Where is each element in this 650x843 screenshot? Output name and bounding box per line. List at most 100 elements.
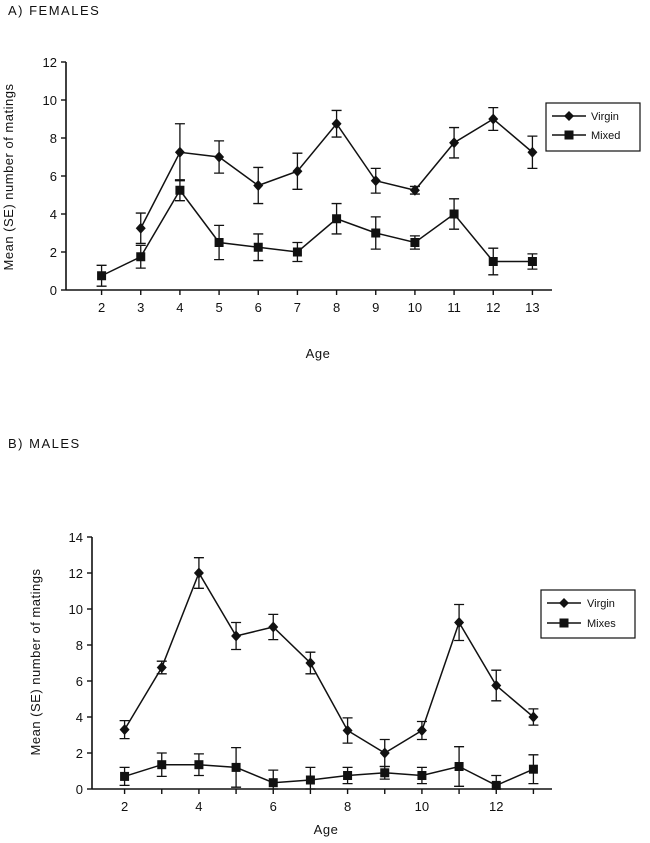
x-tick-label: 4	[195, 799, 202, 814]
x-tick-label: 8	[344, 799, 351, 814]
x-tick-label: 4	[176, 300, 183, 315]
data-point-virgin-females	[488, 113, 499, 125]
x-tick-label: 12	[489, 799, 503, 814]
legend-males: Virgin Mixes	[540, 589, 636, 639]
data-point-mixes-males	[305, 775, 315, 785]
data-point-mixes-males	[231, 762, 241, 772]
y-tick-label: 2	[76, 746, 83, 761]
y-tick-label: 8	[50, 131, 57, 146]
x-tick-label: 12	[486, 300, 500, 315]
y-tick-label: 14	[69, 530, 83, 545]
panel-males: B) MALES Mean (SE) number of matings Age…	[8, 436, 636, 837]
x-axis-title-males: Age	[314, 822, 339, 837]
data-point-virgin-females	[370, 175, 381, 187]
data-point-virgin-males	[454, 617, 465, 628]
data-point-mixed-females	[214, 238, 224, 247]
y-axis-title-females: Mean (SE) number of matings	[1, 84, 16, 271]
data-point-virgin-females	[135, 222, 146, 234]
data-point-mixes-males	[268, 778, 278, 788]
legend-females: Virgin Mixed	[545, 102, 641, 152]
data-point-mixed-females	[253, 242, 263, 252]
data-point-virgin-females	[527, 146, 538, 158]
data-point-mixed-females	[488, 257, 498, 266]
y-tick-label: 4	[50, 207, 57, 222]
y-tick-label: 6	[76, 674, 83, 689]
plot-area-females: 0 2 4 6 8 10 12 2 3 4 5 6 7 8 9 10 11 12 13	[43, 55, 552, 315]
y-tick-label: 10	[43, 93, 57, 108]
data-point-mixed-females	[292, 247, 302, 257]
data-point-virgin-males	[305, 657, 316, 669]
x-tick-label: 13	[525, 300, 539, 315]
x-tick-label: 10	[415, 799, 429, 814]
x-tick-label: 6	[255, 300, 262, 315]
y-tick-label: 12	[43, 55, 57, 70]
data-point-mixes-males	[417, 771, 427, 780]
data-point-virgin-females	[214, 151, 225, 163]
data-point-virgin-males	[416, 725, 427, 736]
data-point-virgin-males	[231, 630, 242, 642]
legend-box-males	[540, 589, 636, 639]
data-point-virgin-females	[449, 137, 460, 149]
y-tick-label: 0	[76, 782, 83, 797]
y-tick-label: 2	[50, 245, 57, 260]
data-point-virgin-females	[253, 180, 264, 191]
x-tick-label: 11	[447, 300, 461, 315]
x-tick-label: 6	[270, 799, 277, 814]
panel-females: A) FEMALES Mean (SE) number of matings A…	[1, 3, 641, 361]
legend-marker-mixes	[559, 618, 569, 628]
data-point-mixed-females	[332, 214, 342, 224]
series-line-mixes-males	[124, 763, 534, 787]
data-point-virgin-males	[156, 662, 167, 673]
y-axis-title-males: Mean (SE) number of matings	[28, 569, 43, 756]
y-tick-label: 6	[50, 169, 57, 184]
panel-title-males: B) MALES	[8, 436, 81, 451]
x-tick-label: 10	[408, 300, 422, 315]
data-point-mixes-males	[343, 771, 353, 780]
x-axis-title-females: Age	[306, 346, 331, 361]
data-point-mixed-females	[136, 252, 146, 262]
data-point-virgin-males	[119, 724, 130, 736]
data-point-mixes-males	[528, 764, 538, 774]
data-point-mixes-males	[194, 760, 204, 770]
data-point-mixes-males	[454, 762, 464, 771]
legend-label-mixes: Mixes	[587, 618, 616, 630]
x-tick-label: 2	[98, 300, 105, 315]
x-tick-label: 7	[294, 300, 301, 315]
legend-box-females	[545, 102, 641, 152]
legend-label-virgin: Virgin	[591, 111, 619, 123]
data-point-virgin-females	[292, 165, 303, 177]
data-point-mixed-females	[97, 271, 107, 281]
y-tick-label: 0	[50, 283, 57, 298]
series-line-mixed-females	[101, 188, 533, 277]
data-point-virgin-females	[331, 118, 342, 130]
data-point-virgin-males	[379, 747, 390, 759]
panel-title-females: A) FEMALES	[8, 3, 100, 18]
data-point-mixed-females	[175, 185, 185, 195]
data-point-virgin-males	[193, 567, 204, 579]
x-tick-label: 5	[215, 300, 222, 315]
y-tick-label: 4	[76, 710, 83, 725]
data-point-virgin-males	[491, 680, 502, 691]
data-point-mixed-females	[449, 209, 459, 219]
x-tick-label: 8	[333, 300, 340, 315]
data-point-mixes-males	[120, 771, 130, 781]
plot-area-males: 0 2 4 6 8 10 12 14 2 4 6 8 10 12	[69, 530, 552, 814]
data-point-virgin-males	[342, 725, 353, 736]
x-tick-label: 3	[137, 300, 144, 315]
x-tick-label: 2	[121, 799, 128, 814]
legend-marker-mixed	[564, 130, 574, 140]
data-point-mixes-males	[491, 780, 501, 790]
data-point-mixes-males	[380, 768, 390, 778]
series-line-virgin-males	[123, 571, 534, 754]
data-point-mixed-females	[410, 238, 420, 247]
legend-marker-virgin-males	[559, 598, 569, 608]
data-point-mixes-males	[157, 760, 167, 770]
x-tick-label: 9	[372, 300, 379, 315]
y-tick-label: 10	[69, 602, 83, 617]
data-point-virgin-males	[268, 621, 279, 633]
y-tick-label: 8	[76, 638, 83, 653]
data-point-virgin-females	[409, 184, 420, 196]
legend-label-virgin-males: Virgin	[587, 598, 615, 610]
data-point-virgin-females	[174, 146, 185, 158]
